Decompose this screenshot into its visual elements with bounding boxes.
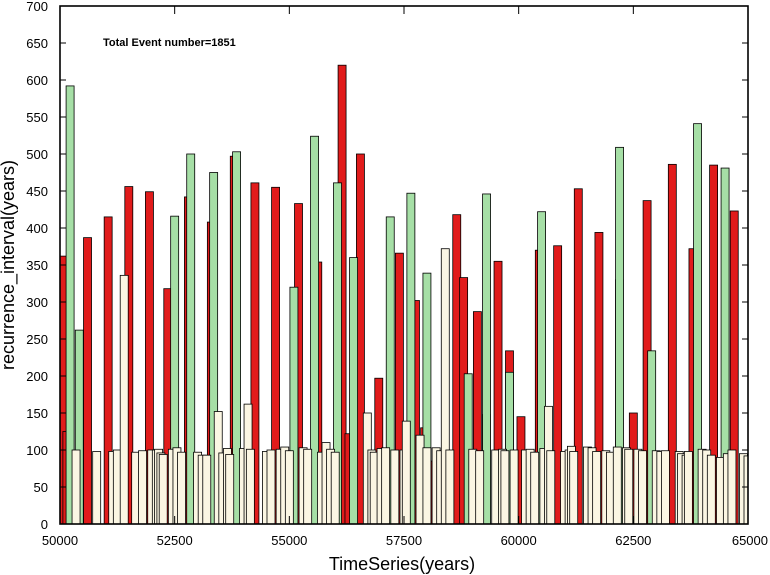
cream-bar (706, 454, 716, 525)
x-axis-title: TimeSeries(years) (329, 554, 475, 574)
cream-bar (158, 454, 168, 525)
cream-bar (727, 449, 737, 525)
cream-bar (500, 450, 510, 525)
cream-bar (624, 448, 634, 525)
y-tick-label: 350 (26, 258, 48, 273)
y-tick-label: 150 (26, 406, 48, 421)
x-tick-label: 52500 (157, 533, 193, 548)
cream-bar (284, 450, 294, 525)
y-tick-label: 50 (34, 480, 48, 495)
cream-bar (401, 420, 411, 525)
x-tick-label: 55000 (271, 533, 307, 548)
y-tick-label: 550 (26, 110, 48, 125)
cream-bar (546, 450, 556, 525)
x-tick-label: 60000 (501, 533, 537, 548)
cream-bar (612, 446, 622, 525)
red-bar (83, 237, 92, 525)
cream-bar (71, 449, 81, 525)
cream-bar (245, 448, 255, 525)
cream-bar (638, 450, 647, 525)
y-axis-title: recurrence_interval(years) (0, 160, 19, 370)
y-tick-label: 300 (26, 295, 48, 310)
y-tick-label: 700 (26, 0, 48, 14)
x-tick-label: 57500 (386, 533, 422, 548)
cream-bar (92, 451, 102, 525)
cream-bar (592, 451, 602, 525)
cream-bar (445, 449, 455, 525)
green-bar (349, 257, 358, 525)
y-tick-label: 200 (26, 369, 48, 384)
cream-bar (266, 449, 276, 525)
cream-bar (683, 451, 693, 525)
cream-bar (202, 454, 212, 525)
cream-bar (422, 447, 432, 525)
y-tick-label: 650 (26, 36, 48, 51)
x-tick-label: 50000 (42, 533, 78, 548)
x-tick-label: 65000 (732, 533, 768, 548)
cream-bar (509, 449, 519, 525)
cream-bar (390, 449, 400, 525)
y-tick-label: 0 (41, 517, 48, 532)
bars-group (59, 64, 749, 525)
y-tick-label: 100 (26, 443, 48, 458)
cream-bar (303, 448, 313, 525)
cream-bar (530, 451, 540, 525)
event-count-annotation: Total Event number=1851 (103, 37, 236, 49)
y-tick-label: 250 (26, 332, 48, 347)
y-tick-label: 400 (26, 221, 48, 236)
cream-bar (330, 451, 340, 525)
cream-bar (381, 447, 391, 525)
cream-bar (177, 451, 186, 525)
y-tick-label: 500 (26, 147, 48, 162)
cream-bar (138, 450, 147, 525)
cream-bar (661, 450, 670, 525)
cream-bar (569, 451, 579, 525)
y-tick-label: 600 (26, 73, 48, 88)
y-tick-label: 450 (26, 184, 48, 199)
x-tick-label: 62500 (615, 533, 651, 548)
cream-bar (119, 274, 129, 525)
cream-bar (475, 450, 485, 525)
cream-bar (225, 454, 235, 525)
